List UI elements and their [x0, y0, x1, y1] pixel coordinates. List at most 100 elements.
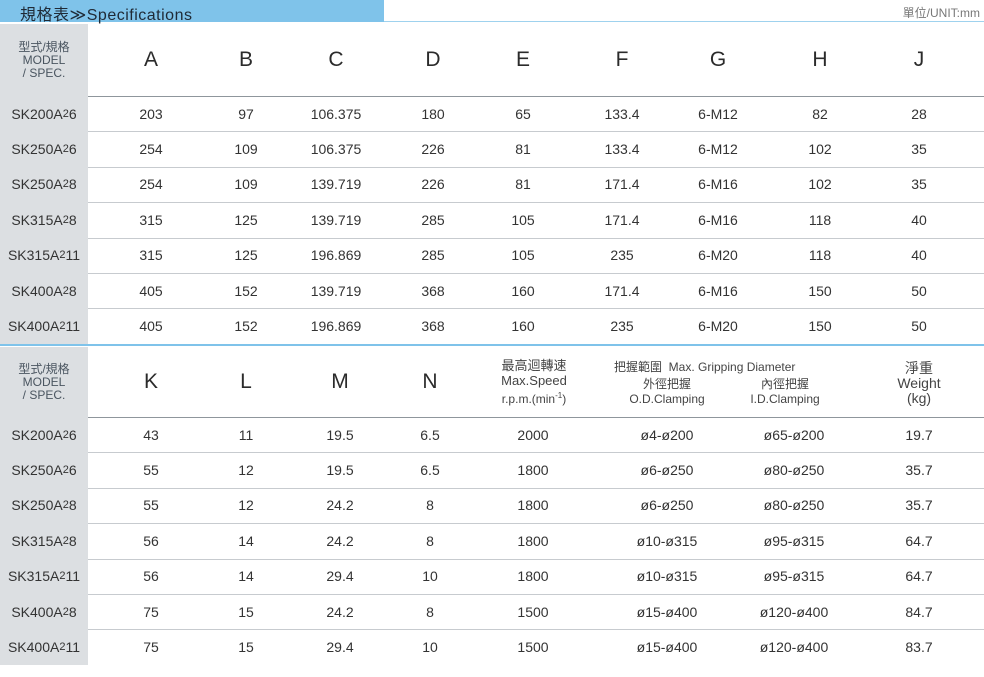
model-subscript: 2 [62, 605, 69, 618]
column-header-l: L [201, 347, 291, 417]
cell-value: 6-M16 [698, 176, 738, 193]
column-header-label: A [143, 48, 158, 71]
table-cell: 6-M16 [673, 273, 763, 308]
model-suffix: 8 [68, 532, 77, 549]
column-header-label: F [615, 48, 629, 71]
table-cell: 35.7 [864, 452, 974, 487]
cell-value: 1500 [517, 639, 549, 656]
cell-value: 118 [808, 247, 832, 264]
weight-header-line: Weight [897, 374, 941, 391]
cell-value: 102 [808, 176, 832, 193]
table-cell: 315 [106, 202, 196, 237]
cell-value: 35 [911, 176, 927, 193]
table-cell: 24.2 [285, 594, 395, 629]
model-prefix: SK400A [11, 282, 63, 299]
cell-value: 150 [808, 318, 832, 335]
column-header-label: M [331, 370, 349, 393]
table-cell: 40 [874, 202, 964, 237]
table-cell: 6.5 [375, 417, 485, 452]
cell-value: 56 [143, 532, 159, 549]
page-title: 規格表≫Specifications [20, 7, 193, 24]
cell-value: 64.7 [905, 568, 933, 585]
table-cell: 19.5 [285, 452, 395, 487]
table-cell: 203 [106, 96, 196, 131]
column-header-label: L [240, 370, 252, 393]
column-header-a: A [106, 24, 196, 96]
id-clamping-header: 內徑把握 I.D.Clamping [730, 375, 840, 409]
cell-value: ø80-ø250 [763, 497, 825, 514]
table-cell: 55 [96, 452, 206, 487]
cell-value: ø6-ø250 [640, 497, 694, 514]
model-prefix: SK400A [7, 639, 60, 656]
cell-value: 35.7 [905, 462, 933, 479]
table-cell: 15 [191, 629, 301, 664]
table-cell: 196.869 [291, 238, 381, 273]
cell-value: 368 [421, 282, 445, 299]
row-divider [0, 131, 984, 133]
model-name: SK315A 2 8 [0, 202, 88, 238]
table-cell: 235 [577, 238, 667, 273]
row-divider [0, 629, 984, 631]
cell-value: 6-M12 [698, 141, 738, 158]
title-divider [384, 21, 984, 22]
cell-value: 40 [911, 247, 927, 264]
table-cell: ø10-ø315 [612, 559, 722, 594]
spec-header: 型式/規格 MODEL / SPEC. [0, 347, 88, 417]
cell-value: 97 [238, 105, 254, 122]
cell-value: ø80-ø250 [763, 462, 825, 479]
table-cell: 1500 [478, 629, 588, 664]
table-cell: 139.719 [291, 202, 381, 237]
cell-value: 1800 [517, 568, 549, 585]
model-subscript: 2 [62, 428, 69, 441]
model-subscript: 2 [59, 249, 66, 262]
cell-value: 40 [911, 211, 927, 228]
cell-value: 19.7 [905, 426, 933, 443]
speed-header-cn: 最高迴轉速 [501, 357, 567, 373]
cell-value: 109 [234, 141, 258, 158]
table-cell: ø6-ø250 [612, 452, 722, 487]
cell-value: 50 [911, 282, 927, 299]
row-divider [0, 273, 984, 274]
cell-value: 235 [610, 318, 634, 335]
table-cell: 82 [775, 96, 865, 131]
cell-value: 118 [808, 211, 832, 228]
cell-value: 203 [139, 105, 163, 122]
cell-value: 6-M16 [698, 282, 738, 299]
model-subscript: 2 [59, 570, 66, 583]
column-header-b: B [201, 24, 291, 96]
column-header-k: K [106, 347, 196, 417]
cell-value: 55 [143, 497, 159, 514]
weight-header-line: 淨重 [905, 359, 933, 376]
speed-header-en: Max.Speed [501, 372, 567, 388]
model-suffix: 11 [65, 318, 81, 335]
cell-value: 81 [515, 176, 531, 193]
model-prefix: SK200A [11, 105, 63, 122]
speed-header-unit: r.p.m.(min-1) [502, 388, 566, 407]
table-cell: ø120-ø400 [739, 594, 849, 629]
table-cell: 65 [478, 96, 568, 131]
cell-value: 6-M20 [698, 318, 738, 335]
cell-value: 10 [422, 639, 438, 656]
row-divider [0, 417, 984, 418]
table-cell: 84.7 [864, 594, 974, 629]
cell-value: 24.2 [326, 603, 354, 620]
cell-value: 75 [143, 639, 159, 656]
cell-value: 43 [143, 426, 159, 443]
model-suffix: 6 [68, 462, 77, 479]
cell-value: 139.719 [310, 211, 362, 228]
cell-value: 35.7 [905, 497, 933, 514]
table-cell: 160 [478, 273, 568, 308]
model-subscript: 2 [62, 107, 69, 120]
model-suffix: 11 [65, 568, 81, 585]
table-cell: 29.4 [285, 559, 395, 594]
model-suffix: 8 [68, 282, 77, 299]
column-header-label: H [812, 48, 828, 71]
cell-value: 226 [421, 176, 445, 193]
cell-value: 1800 [517, 532, 549, 549]
cell-value: 171.4 [604, 176, 640, 193]
cell-value: 19.5 [326, 462, 354, 479]
table-cell: ø6-ø250 [612, 488, 722, 523]
column-header-label: N [422, 370, 438, 393]
cell-value: 285 [421, 211, 445, 228]
cell-value: 6.5 [420, 462, 440, 479]
